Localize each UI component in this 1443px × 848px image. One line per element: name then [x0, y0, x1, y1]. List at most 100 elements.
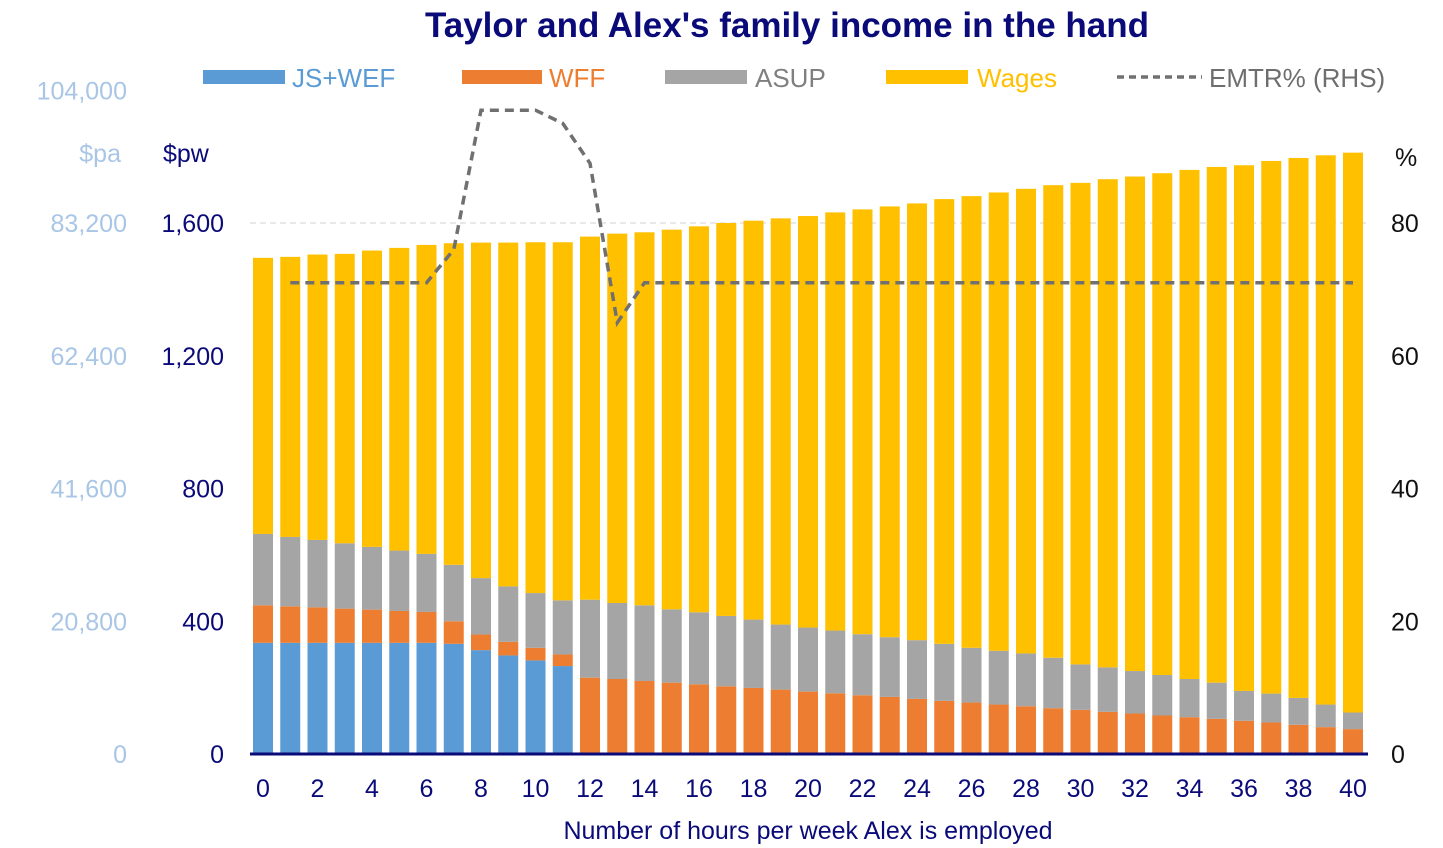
bar-segment-asup-20	[798, 627, 818, 692]
bar-segment-asup-34	[1179, 678, 1200, 718]
legend-label-emtr: EMTR% (RHS)	[1209, 63, 1385, 93]
bar-segment-wages-2	[307, 254, 328, 540]
x-tick: 6	[420, 775, 434, 803]
bar-segment-wages-40	[1343, 152, 1363, 713]
y-axis-label-pa: $pa	[79, 140, 121, 168]
bar-segment-asup-21	[825, 630, 846, 694]
bar-segment-asup-26	[961, 647, 982, 703]
bar-segment-wff-16	[689, 684, 709, 754]
bar-segment-wff-1	[280, 606, 301, 643]
bar-segment-wages-20	[798, 216, 818, 628]
bar-segment-wages-11	[552, 242, 573, 601]
legend-swatch-js-wef	[203, 70, 285, 84]
bar-segment-wages-7	[443, 243, 464, 565]
bar-segment-wff-25	[934, 700, 955, 754]
y-tick-pw: 0	[210, 741, 224, 769]
legend-label-asup: ASUP	[755, 63, 826, 93]
bar-segment-asup-0	[253, 533, 273, 606]
bar-segment-wff-23	[879, 696, 900, 754]
bar-segment-wff-11	[552, 654, 573, 667]
bar-segment-js-wef-11	[552, 666, 573, 754]
bar-segment-wff-36	[1234, 720, 1254, 754]
bar-segment-wff-5	[389, 610, 410, 643]
bar-segment-asup-18	[743, 619, 764, 688]
bar-segment-js-wef-1	[280, 642, 301, 754]
bar-segment-asup-13	[607, 602, 628, 679]
bar-segment-wff-34	[1179, 717, 1200, 754]
legend-label-js-wef: JS+WEF	[292, 63, 395, 93]
bar-segment-asup-10	[525, 593, 546, 648]
bar-segment-asup-3	[334, 543, 355, 609]
bar-segment-wff-35	[1206, 718, 1227, 754]
bar-segment-asup-8	[471, 578, 491, 635]
bar-segment-asup-9	[498, 586, 519, 642]
x-tick: 36	[1230, 775, 1258, 803]
bar-segment-asup-14	[634, 605, 655, 681]
bar-segment-wff-40	[1343, 729, 1363, 754]
legend-label-wff: WFF	[549, 63, 605, 93]
bar-segment-wages-6	[416, 244, 437, 554]
bar-segment-js-wef-9	[498, 655, 519, 754]
bar-segment-wages-13	[607, 233, 628, 603]
bar-segment-wages-9	[498, 242, 519, 587]
bar-segment-asup-36	[1234, 690, 1254, 721]
bar-segment-js-wef-7	[443, 643, 464, 754]
bar-segment-wages-8	[471, 242, 491, 579]
bar-segment-asup-24	[907, 640, 927, 699]
bar-segment-wages-3	[334, 253, 355, 544]
bar-segment-asup-39	[1315, 704, 1336, 728]
bar-segment-wages-31	[1097, 179, 1118, 668]
x-tick: 2	[311, 775, 325, 803]
x-tick: 22	[849, 775, 877, 803]
bar-segment-wages-28	[1016, 188, 1036, 654]
bar-segment-wages-18	[743, 220, 764, 620]
bar-segment-wff-19	[770, 689, 791, 754]
bar-segment-asup-22	[852, 634, 873, 696]
bar-segment-wages-32	[1125, 176, 1145, 672]
x-tick: 34	[1176, 775, 1204, 803]
bar-segment-wages-23	[879, 206, 900, 638]
bar-segment-asup-12	[580, 599, 600, 678]
bar-segment-asup-2	[307, 539, 328, 608]
bar-segment-wages-1	[280, 256, 301, 537]
bar-segment-wff-10	[525, 647, 546, 661]
bar-segment-asup-11	[552, 600, 573, 655]
bar-segment-wages-16	[689, 226, 709, 613]
bar-segment-wff-15	[661, 682, 682, 754]
bar-segment-asup-38	[1288, 697, 1309, 725]
bar-segment-asup-29	[1043, 657, 1064, 709]
bar-segment-asup-31	[1097, 667, 1118, 712]
bar-segment-wff-24	[907, 698, 927, 754]
bar-segment-js-wef-10	[525, 660, 546, 754]
x-tick: 24	[903, 775, 931, 803]
bar-segment-asup-32	[1125, 671, 1145, 714]
x-tick: 14	[631, 775, 659, 803]
bar-segment-wff-30	[1070, 709, 1091, 754]
chart-title: Taylor and Alex's family income in the h…	[425, 6, 1149, 45]
bar-segment-js-wef-8	[471, 650, 491, 754]
bar-segment-asup-15	[661, 609, 682, 683]
legend-swatch-wff	[462, 70, 542, 84]
bar-segment-asup-35	[1206, 682, 1227, 719]
bar-segment-js-wef-6	[416, 642, 437, 754]
legend-label-wages: Wages	[977, 63, 1057, 93]
bar-segment-wff-12	[580, 677, 600, 754]
bar-segment-wff-13	[607, 678, 628, 754]
bar-segment-wff-9	[498, 641, 519, 656]
bar-segment-wff-38	[1288, 724, 1309, 754]
bar-segment-wff-4	[362, 609, 382, 643]
bar-segment-asup-28	[1016, 653, 1036, 707]
x-tick: 30	[1067, 775, 1095, 803]
bar-segment-asup-30	[1070, 664, 1091, 710]
bar-segment-js-wef-5	[389, 642, 410, 754]
y-tick-pw: 1,200	[161, 343, 224, 371]
bar-segment-wff-37	[1261, 722, 1282, 754]
bar-segment-wages-15	[661, 229, 682, 610]
bar-segment-wages-19	[770, 218, 791, 625]
bar-segment-wages-24	[907, 203, 927, 641]
bar-segment-wages-17	[716, 223, 737, 616]
bar-segment-wff-17	[716, 686, 737, 754]
bar-segment-wff-2	[307, 607, 328, 643]
bar-segment-wages-38	[1288, 157, 1309, 698]
bar-segment-asup-7	[443, 564, 464, 622]
